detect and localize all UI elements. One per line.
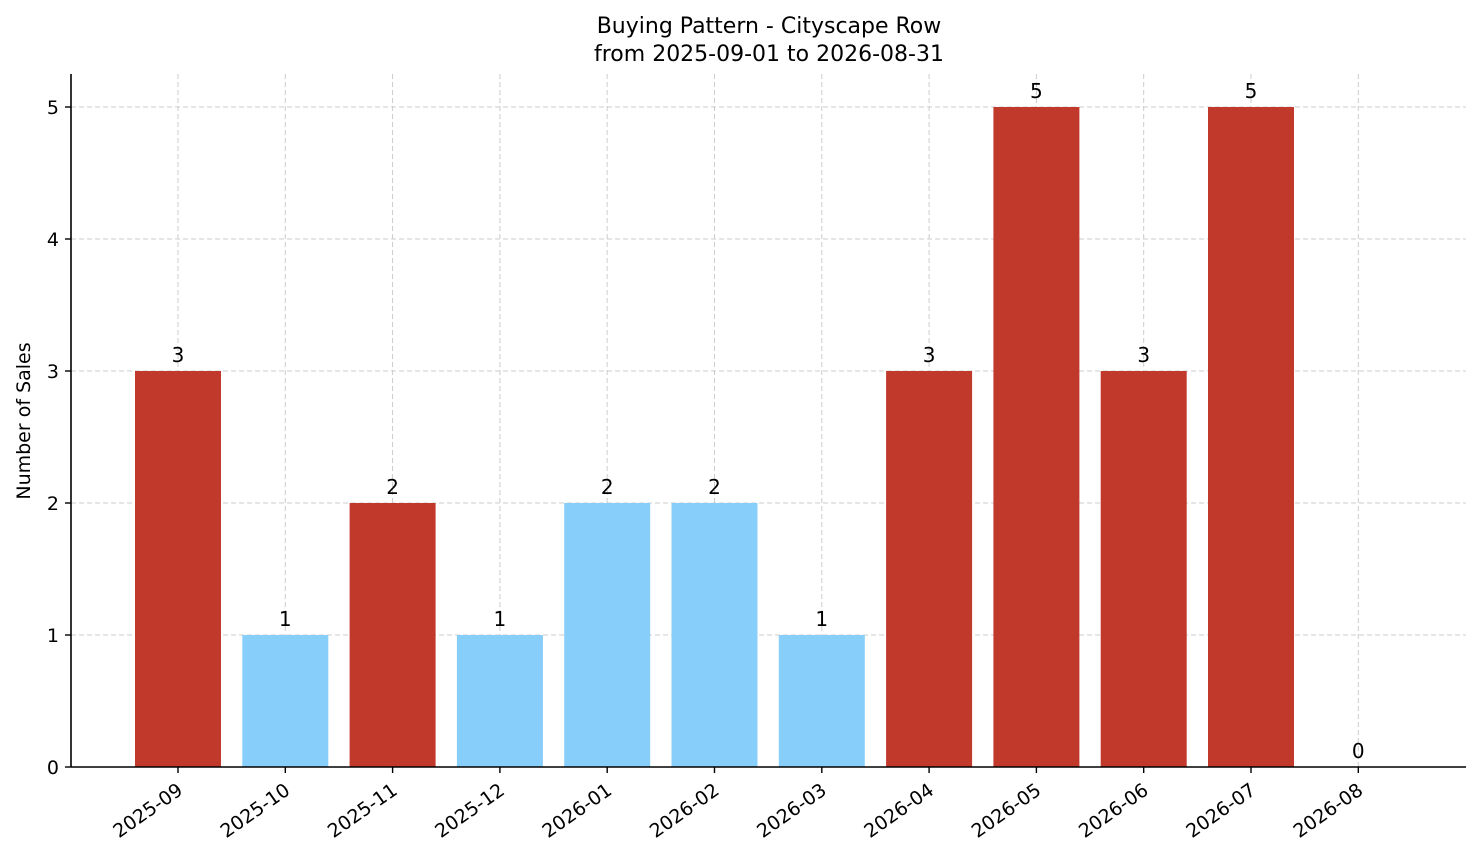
bar-value-label: 2 [601, 475, 614, 499]
bar-value-label: 1 [494, 607, 507, 631]
bar-value-label: 5 [1030, 79, 1043, 103]
y-tick-label: 3 [47, 361, 59, 383]
x-tick-label: 2026-03 [753, 779, 831, 843]
x-tick-label: 2025-09 [109, 779, 187, 843]
bars-layer [135, 107, 1294, 767]
x-tick-label: 2025-11 [324, 779, 402, 843]
data-labels-layer: 3 1 2 1 2 2 1 3 5 3 5 0 [172, 79, 1365, 763]
x-tick-label: 2026-07 [1182, 779, 1260, 843]
y-tick-label: 4 [47, 229, 59, 251]
bar-value-label: 2 [708, 475, 721, 499]
bar-value-label: 1 [815, 607, 828, 631]
bar-2026-07 [1208, 107, 1294, 767]
x-tick-label: 2026-05 [968, 779, 1046, 843]
bar-2026-05 [993, 107, 1080, 767]
bar-2026-02 [671, 503, 758, 767]
bar-value-label: 5 [1245, 79, 1258, 103]
y-tick-label: 5 [47, 97, 59, 119]
bar-value-label: 1 [279, 607, 292, 631]
bar-value-label: 2 [386, 475, 399, 499]
bar-2026-01 [564, 503, 651, 767]
bar-2026-04 [886, 371, 973, 767]
x-tick-label: 2026-04 [860, 779, 938, 843]
x-tick-label: 2026-02 [646, 779, 724, 843]
y-tick-label: 1 [47, 625, 59, 647]
bar-2025-12 [456, 635, 543, 767]
x-tick-label: 2025-10 [217, 779, 295, 843]
x-tick-label: 2026-08 [1290, 779, 1368, 843]
bar-value-label: 3 [1137, 343, 1150, 367]
y-tick-label: 0 [47, 757, 59, 779]
x-tick-label: 2026-06 [1075, 779, 1153, 843]
bar-value-label: 3 [172, 343, 185, 367]
y-tick-label: 2 [47, 493, 59, 515]
bar-2025-10 [242, 635, 329, 767]
x-tick-label: 2026-01 [538, 779, 616, 843]
chart-subtitle: from 2025-09-01 to 2026-08-31 [594, 42, 944, 67]
y-axis-label: Number of Sales [13, 342, 35, 499]
bar-2026-03 [778, 635, 865, 767]
bar-2025-11 [349, 503, 436, 767]
chart-title: Buying Pattern - Cityscape Row [597, 14, 942, 39]
bar-2025-09 [135, 371, 221, 767]
bar-value-label: 3 [923, 343, 936, 367]
x-tick-label: 2025-12 [431, 779, 509, 843]
bar-value-label: 0 [1352, 739, 1365, 763]
bar-2026-06 [1100, 371, 1187, 767]
